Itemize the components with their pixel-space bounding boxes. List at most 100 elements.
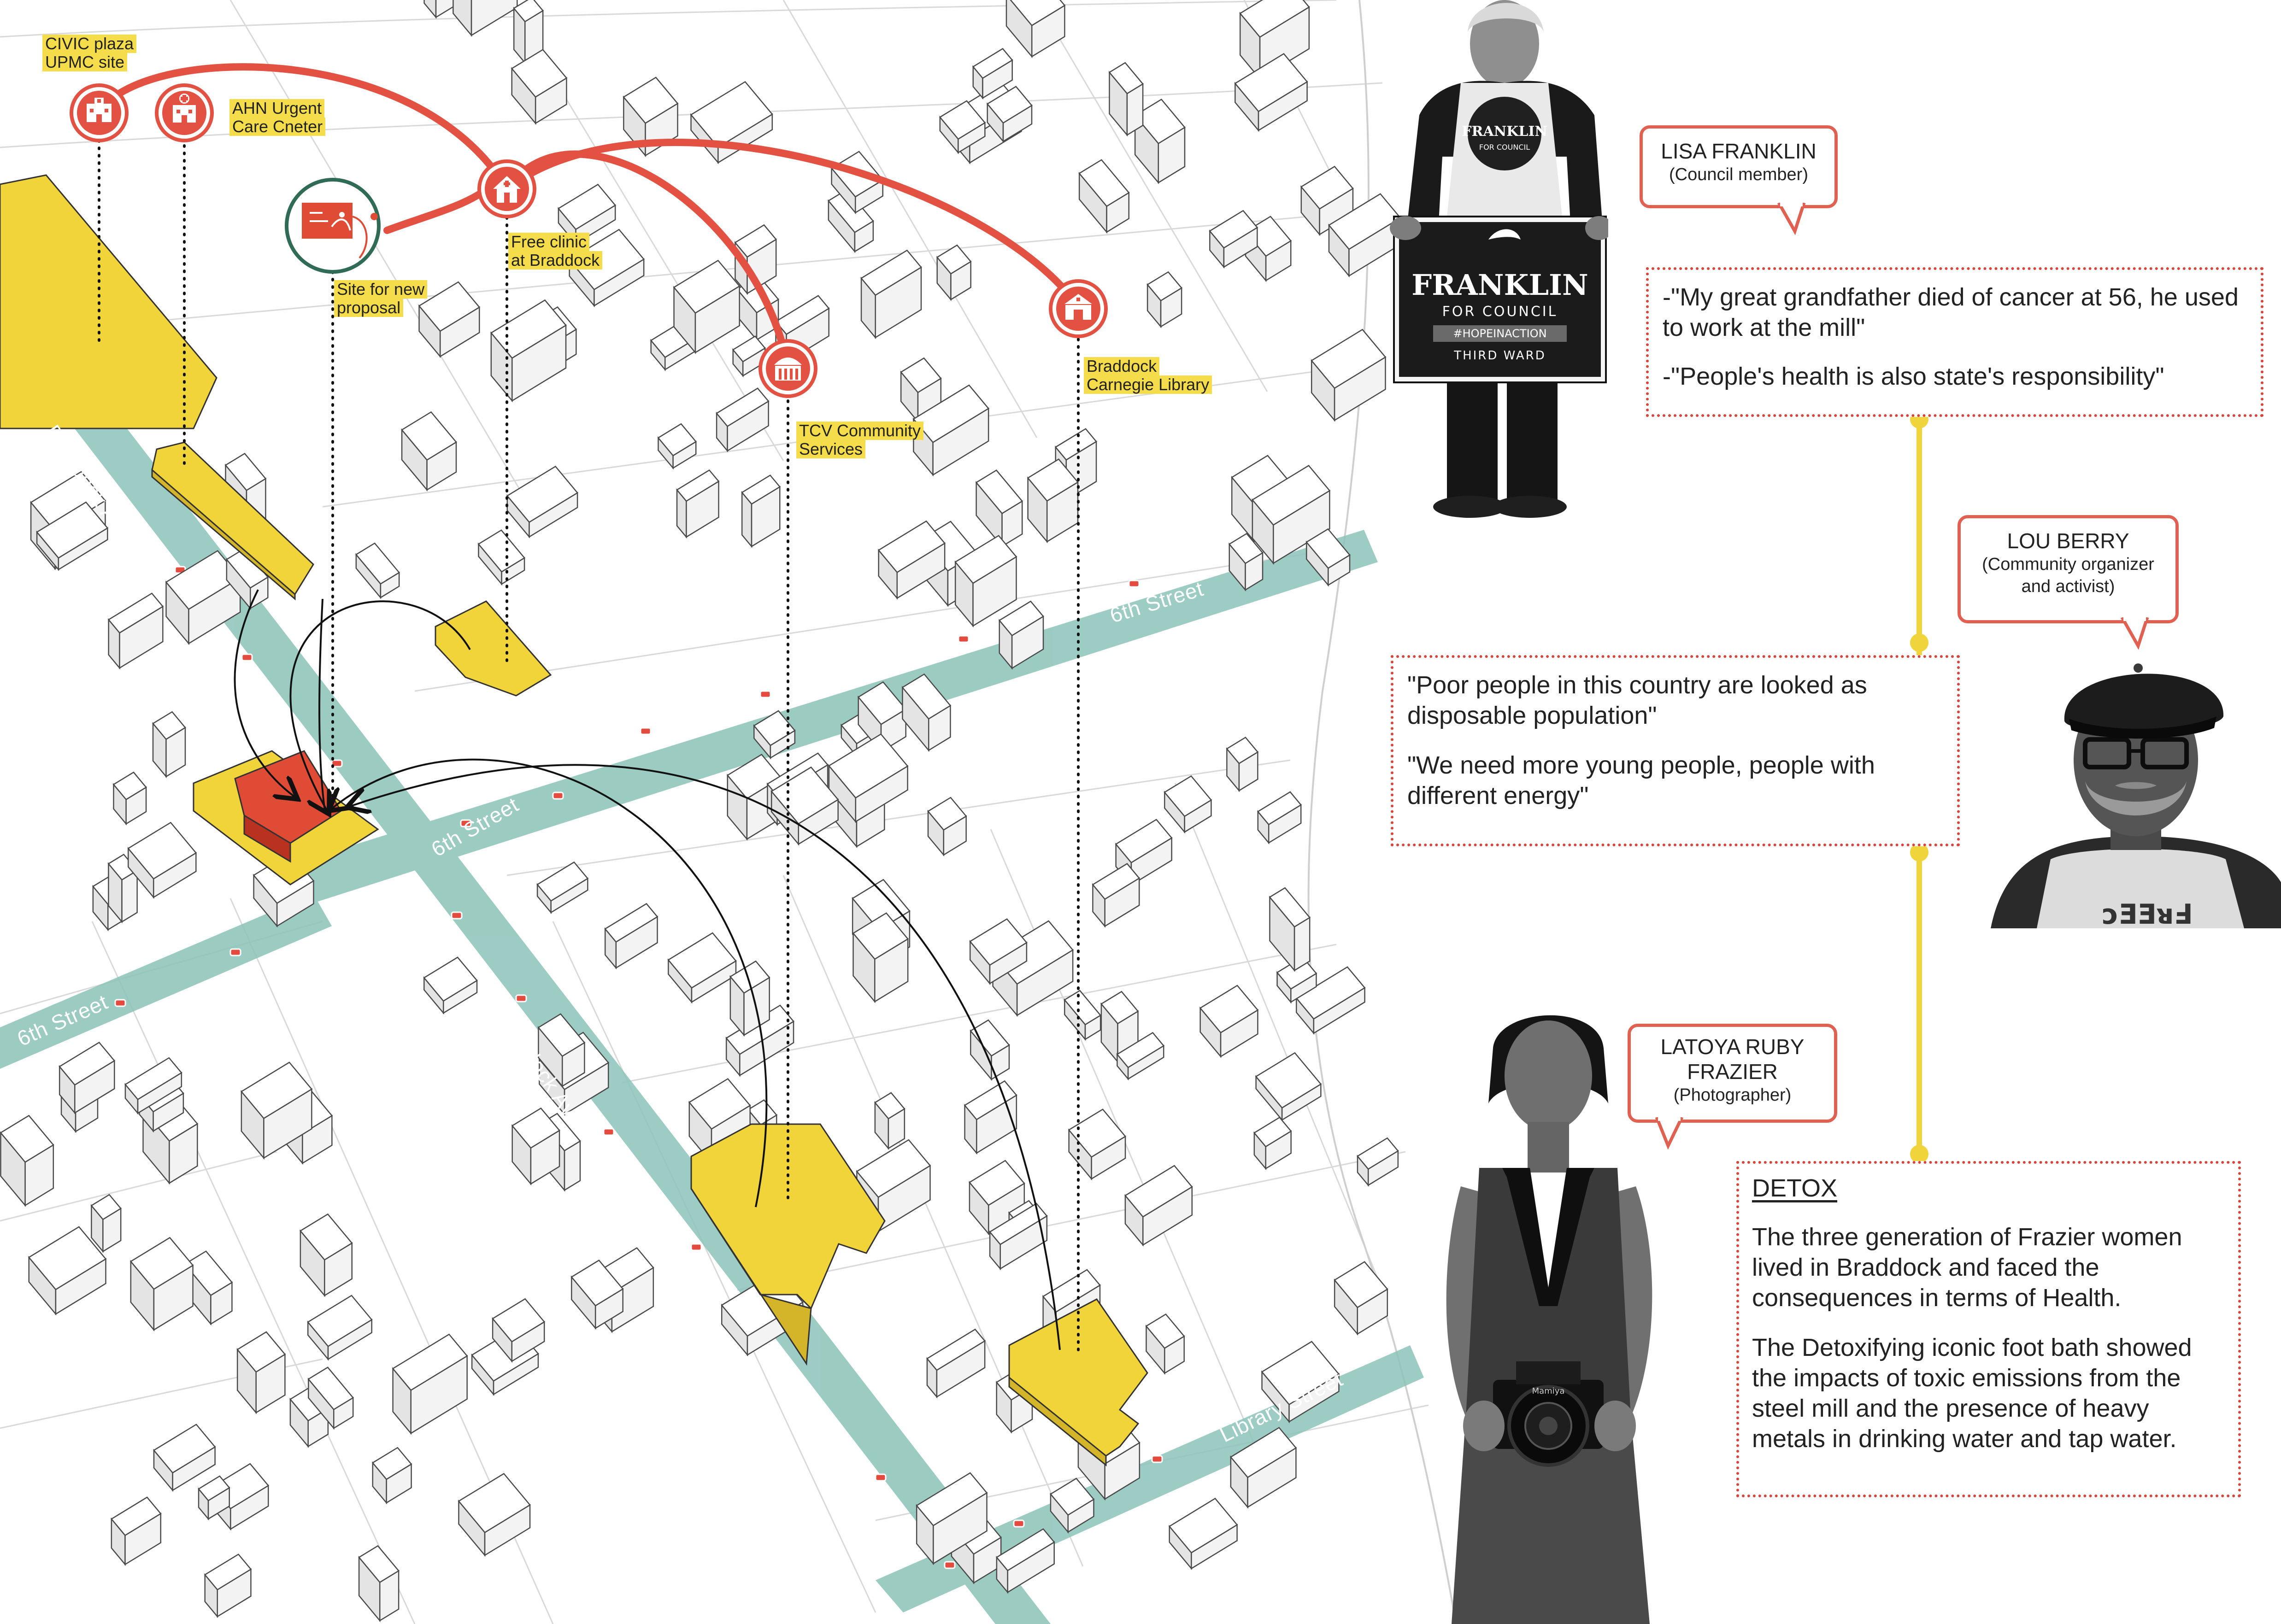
building-block	[969, 1160, 1025, 1236]
building-block	[236, 1331, 286, 1414]
berry-role-line1: (Community organizer	[1982, 555, 2154, 574]
franklin-name: LISA FRANKLIN	[1661, 139, 1817, 163]
building-block	[453, 0, 518, 37]
ahn-label-line2: Care Cneter	[229, 117, 326, 136]
berry-name: LOU BERRY	[2007, 529, 2129, 553]
building-block	[1168, 1497, 1238, 1571]
sixth-street-road-lower	[0, 894, 332, 1069]
community-building-icon	[774, 358, 802, 381]
building-block	[59, 1042, 116, 1114]
timeline-dot-3	[1910, 843, 1928, 862]
building-block	[916, 1472, 988, 1565]
building-block	[936, 244, 972, 301]
building-block	[568, 229, 645, 308]
building-block	[1253, 1116, 1292, 1171]
car-dot	[515, 994, 527, 1003]
building-block	[860, 249, 922, 340]
site-label-line1: Site for new	[334, 280, 428, 299]
ahn-marker[interactable]	[155, 83, 214, 142]
ahn-label-line1: AHN Urgent	[229, 99, 325, 117]
franklin-sign-line2: FOR COUNCIL	[1442, 304, 1558, 320]
site-plan-icon	[302, 203, 378, 259]
building-block	[969, 918, 1028, 985]
berry-quote-1: "Poor people in this country are looked …	[1407, 671, 1867, 729]
building-block	[1027, 458, 1079, 544]
civic-marker[interactable]	[70, 83, 129, 142]
civic-label-line2: UPMC site	[42, 53, 128, 71]
building-block	[107, 853, 138, 924]
library-icon	[1064, 294, 1092, 320]
building-block	[1228, 533, 1264, 592]
building-block	[511, 49, 568, 125]
site-label: Site for new proposal	[334, 280, 428, 317]
arc-clinic-tcv	[503, 150, 792, 372]
building-block	[998, 600, 1044, 670]
building-block	[1164, 775, 1212, 834]
building-block	[989, 1202, 1048, 1271]
site-marker[interactable]	[285, 178, 381, 274]
building-block	[657, 423, 697, 470]
library-block-side	[1008, 1376, 1107, 1467]
franklin-photo: FRANKLIN FOR COUNCIL FRANKLIN FOR COUNCI…	[1390, 0, 1608, 518]
building-block	[165, 550, 241, 645]
building-block	[458, 1473, 531, 1557]
building-block	[506, 465, 578, 539]
flow-arrows	[234, 589, 1061, 1350]
hospital-building-icon	[87, 98, 112, 122]
building-block	[1124, 1165, 1193, 1247]
building-block	[1269, 887, 1311, 972]
camera-brand: Mamiya	[1532, 1386, 1565, 1396]
berry-photo: ɔƎƎᴚℲ	[1991, 663, 2281, 928]
library-marker[interactable]	[1049, 279, 1108, 338]
tcv-marker[interactable]	[758, 339, 817, 398]
building-block	[392, 1333, 468, 1435]
clinic-marker[interactable]	[477, 159, 536, 218]
building-block	[770, 766, 839, 846]
franklin-sign-line4: THIRD WARD	[1453, 349, 1546, 363]
building-block	[1357, 1137, 1399, 1187]
detox-title: DETOX	[1752, 1174, 1838, 1202]
building-block	[1134, 99, 1186, 184]
detox-para-1: The three generation of Frazier women li…	[1752, 1223, 2182, 1312]
highlighted-sites	[0, 174, 1148, 1467]
franklin-quote-box: -"My great grandfather died of cancer at…	[1646, 267, 2263, 417]
franklin-bubble-tail	[1777, 203, 1806, 235]
arc-civic-clinic	[95, 63, 511, 193]
building-block	[153, 1424, 216, 1492]
building-block	[152, 711, 186, 779]
ahn-block	[151, 441, 314, 596]
arrow-from-site-marker	[318, 598, 326, 811]
building-block	[1050, 1477, 1095, 1534]
frazier-name-bubble: LATOYA RUBY FRAZIER (Photographer)	[1628, 1024, 1837, 1123]
building-block	[1108, 62, 1144, 137]
building-block	[1257, 791, 1302, 844]
building-block	[1199, 985, 1259, 1058]
building-block	[90, 1194, 122, 1253]
frazier-photo: Mamiya	[1446, 1015, 1652, 1624]
building-block	[986, 86, 1033, 143]
building-block	[536, 861, 589, 915]
frazier-detox-box: DETOX The three generation of Frazier wo…	[1736, 1161, 2241, 1497]
building-block	[732, 335, 766, 378]
building-block	[1068, 1108, 1126, 1181]
timeline-dot-2	[1910, 633, 1928, 652]
building-block	[877, 520, 946, 600]
building-block	[112, 771, 147, 826]
car-dot	[331, 759, 343, 768]
clinic-house-icon	[493, 176, 521, 203]
berry-name-bubble: LOU BERRY (Community organizer and activ…	[1958, 515, 2179, 623]
building-block	[667, 932, 737, 1004]
building-block	[0, 1114, 54, 1207]
building-block	[676, 469, 720, 539]
building-block	[1116, 1032, 1165, 1081]
dotted-leader-lines	[98, 137, 1080, 1356]
building-block	[1334, 1261, 1388, 1336]
building-block	[358, 1545, 400, 1623]
car-dot	[944, 1561, 956, 1569]
frazier-bubble-tail	[1655, 1117, 1684, 1149]
building-block	[690, 81, 773, 164]
building-block	[1146, 271, 1183, 328]
building-block	[129, 1237, 194, 1332]
clinic-label-line2: at Braddock	[508, 251, 603, 270]
building-block	[927, 797, 967, 857]
